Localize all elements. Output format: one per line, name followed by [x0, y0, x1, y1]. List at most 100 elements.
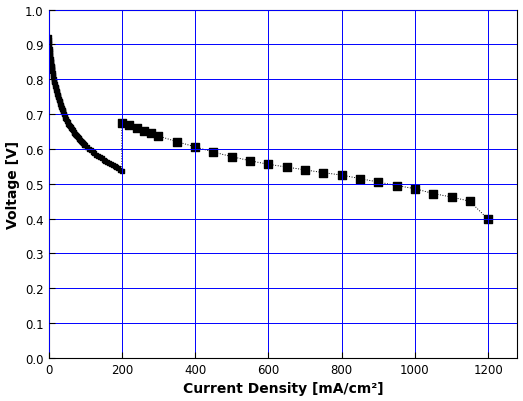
Point [47, 60, 55, 66]
Point [81, 142, 89, 149]
Point [132, 126, 141, 132]
Point [46, 52, 54, 59]
Point [55, 97, 63, 104]
Point [59, 110, 67, 116]
Point [68, 127, 76, 133]
Point [46, 51, 54, 57]
Point [86, 148, 95, 154]
Point [392, 183, 401, 189]
Point [110, 164, 119, 170]
Point [49, 73, 57, 79]
Point [90, 150, 98, 157]
Point [49, 71, 57, 77]
Point [63, 119, 72, 126]
Point [79, 140, 87, 147]
Point [49, 75, 58, 81]
Point [59, 108, 67, 114]
Point [94, 153, 102, 160]
Point [53, 91, 62, 97]
Point [411, 186, 419, 192]
Point [58, 107, 66, 113]
Point [54, 95, 63, 101]
Point [47, 63, 55, 69]
Point [48, 69, 56, 75]
Point [71, 131, 79, 138]
Point [103, 160, 111, 166]
Point [70, 129, 78, 136]
Point [48, 65, 56, 71]
Point [55, 96, 63, 103]
Point [60, 111, 68, 118]
Point [154, 134, 163, 140]
Point [112, 165, 120, 171]
Point [61, 113, 69, 120]
Point [81, 143, 89, 149]
Y-axis label: Voltage [V]: Voltage [V] [6, 140, 19, 228]
Point [99, 157, 108, 164]
Point [140, 128, 148, 135]
Point [147, 131, 155, 137]
Point [63, 118, 71, 125]
Point [50, 80, 59, 86]
Point [52, 87, 61, 94]
Point [101, 158, 109, 164]
Point [246, 158, 254, 164]
Point [47, 59, 55, 65]
Point [53, 93, 62, 99]
Point [48, 64, 56, 71]
Point [319, 170, 327, 176]
Point [59, 109, 67, 115]
Point [74, 136, 83, 142]
Point [105, 161, 113, 167]
Point [61, 115, 70, 122]
Point [173, 139, 181, 146]
Point [45, 39, 53, 46]
Point [58, 106, 66, 112]
Point [50, 77, 58, 83]
Point [72, 133, 81, 139]
Point [72, 132, 80, 138]
Point [46, 49, 54, 55]
Point [79, 142, 88, 148]
Point [55, 99, 64, 105]
Point [46, 56, 54, 62]
X-axis label: Current Density [mA/cm²]: Current Density [mA/cm²] [183, 381, 383, 395]
Point [92, 152, 100, 158]
Point [75, 136, 84, 143]
Point [77, 139, 86, 146]
Point [57, 105, 65, 111]
Point [51, 85, 60, 91]
Point [54, 94, 62, 100]
Point [96, 155, 104, 161]
Point [67, 126, 75, 132]
Point [46, 54, 54, 60]
Point [97, 156, 106, 162]
Point [56, 102, 65, 109]
Point [484, 217, 492, 223]
Point [125, 123, 133, 129]
Point [76, 137, 84, 144]
Point [114, 166, 122, 172]
Point [51, 81, 59, 88]
Point [47, 61, 55, 68]
Point [46, 47, 54, 53]
Point [78, 140, 86, 146]
Point [57, 103, 65, 110]
Point [66, 125, 75, 131]
Point [108, 163, 117, 169]
Point [50, 78, 58, 85]
Point [52, 86, 60, 92]
Point [62, 117, 71, 123]
Point [51, 83, 60, 89]
Point [301, 167, 309, 174]
Point [337, 172, 346, 179]
Point [116, 167, 124, 173]
Point [44, 35, 53, 42]
Point [85, 146, 93, 153]
Point [118, 168, 126, 174]
Point [264, 162, 272, 168]
Point [74, 135, 82, 141]
Point [356, 176, 364, 182]
Point [45, 45, 53, 51]
Point [44, 37, 53, 44]
